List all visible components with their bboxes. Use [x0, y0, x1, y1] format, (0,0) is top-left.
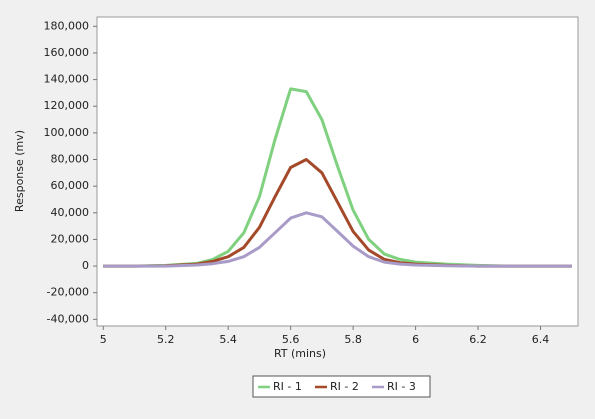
x-tick-label: 5.6 — [282, 333, 300, 346]
y-tick-label: 180,000 — [44, 19, 90, 32]
x-tick-label: 5.4 — [219, 333, 237, 346]
legend-label: RI - 2 — [330, 380, 359, 393]
y-tick-label: 60,000 — [51, 179, 90, 192]
y-tick-label: -40,000 — [47, 312, 89, 325]
x-tick-label: 6.4 — [532, 333, 550, 346]
y-tick-label: 40,000 — [51, 206, 90, 219]
x-axis-label: RT (mins) — [274, 347, 326, 360]
y-axis-label: Response (mv) — [13, 130, 26, 212]
x-tick-label: 5.2 — [157, 333, 175, 346]
y-tick-label: 20,000 — [51, 232, 90, 245]
y-tick-label: 140,000 — [44, 73, 90, 86]
y-tick-label: 120,000 — [44, 99, 90, 112]
x-tick-label: 5 — [100, 333, 107, 346]
legend-label: RI - 1 — [273, 380, 302, 393]
x-tick-label: 6.2 — [469, 333, 487, 346]
legend-box — [252, 375, 431, 398]
x-tick-label: 6 — [412, 333, 419, 346]
y-tick-label: 0 — [82, 259, 89, 272]
y-tick-label: -20,000 — [47, 286, 89, 299]
plot-area — [96, 16, 579, 327]
y-tick-label: 80,000 — [51, 153, 90, 166]
series-line — [103, 211, 572, 268]
y-tick-label: 160,000 — [44, 46, 90, 59]
x-tick-label: 5.8 — [344, 333, 362, 346]
y-tick-label: 100,000 — [44, 126, 90, 139]
legend-label: RI - 3 — [387, 380, 416, 393]
